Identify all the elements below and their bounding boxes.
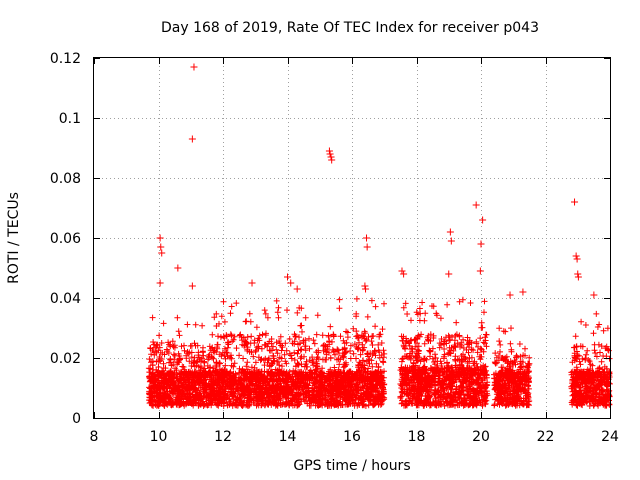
data-point bbox=[479, 216, 487, 224]
data-point bbox=[398, 267, 406, 275]
data-point bbox=[506, 291, 514, 299]
data-point bbox=[571, 198, 579, 206]
data-point bbox=[519, 288, 527, 296]
x-tick-label: 14 bbox=[279, 429, 297, 445]
data-point bbox=[287, 279, 295, 287]
data-point bbox=[293, 285, 301, 293]
data-point bbox=[156, 279, 164, 287]
data-point bbox=[327, 153, 335, 161]
data-point bbox=[174, 264, 182, 272]
plot-frame bbox=[93, 57, 611, 419]
data-point bbox=[572, 252, 580, 260]
x-tick-labels: 8 10 12 14 16 18 20 22 24 bbox=[90, 429, 619, 445]
axis-ticks bbox=[94, 58, 611, 419]
scatter-cloud bbox=[145, 295, 613, 409]
y-tick-label: 0.12 bbox=[50, 51, 81, 67]
data-point bbox=[445, 270, 453, 278]
data-point bbox=[325, 147, 333, 155]
x-axis-label: GPS time / hours bbox=[293, 458, 410, 474]
data-point bbox=[157, 243, 165, 251]
data-point bbox=[477, 240, 485, 248]
y-tick-label: 0.1 bbox=[59, 111, 81, 127]
data-point bbox=[446, 228, 454, 236]
data-point bbox=[447, 237, 455, 245]
data-point bbox=[158, 249, 166, 257]
data-point bbox=[476, 267, 484, 275]
y-tick-label: 0.04 bbox=[50, 291, 81, 307]
x-tick-label: 22 bbox=[537, 429, 555, 445]
data-point bbox=[362, 285, 370, 293]
y-tick-label: 0.06 bbox=[50, 231, 81, 247]
x-tick-label: 18 bbox=[408, 429, 426, 445]
data-point bbox=[400, 270, 408, 278]
data-point bbox=[156, 234, 164, 242]
data-points bbox=[145, 63, 613, 409]
x-tick-label: 12 bbox=[214, 429, 232, 445]
data-point bbox=[573, 255, 581, 263]
data-point bbox=[188, 282, 196, 290]
y-axis-label: ROTI / TECUs bbox=[6, 192, 22, 284]
chart-title: Day 168 of 2019, Rate Of TEC Index for r… bbox=[161, 20, 539, 36]
y-tick-label: 0.02 bbox=[50, 351, 81, 367]
data-point bbox=[574, 273, 582, 281]
data-point bbox=[472, 201, 480, 209]
x-tick-label: 20 bbox=[472, 429, 490, 445]
y-tick-labels: 0 0.02 0.04 0.06 0.08 0.1 0.12 bbox=[50, 51, 81, 427]
grid bbox=[94, 58, 610, 418]
data-point bbox=[328, 156, 336, 164]
data-point bbox=[363, 243, 371, 251]
data-point bbox=[190, 63, 198, 71]
x-tick-label: 24 bbox=[601, 429, 619, 445]
data-point bbox=[590, 291, 598, 299]
data-point bbox=[326, 150, 334, 158]
x-tick-label: 16 bbox=[343, 429, 361, 445]
data-point bbox=[248, 279, 256, 287]
x-tick-label: 8 bbox=[90, 429, 99, 445]
data-point bbox=[361, 282, 369, 290]
data-point bbox=[284, 273, 291, 281]
y-tick-label: 0 bbox=[72, 411, 81, 427]
y-tick-label: 0.08 bbox=[50, 171, 81, 187]
data-point bbox=[188, 135, 196, 143]
data-point bbox=[363, 234, 371, 242]
data-point bbox=[574, 270, 582, 278]
x-tick-label: 10 bbox=[150, 429, 168, 445]
